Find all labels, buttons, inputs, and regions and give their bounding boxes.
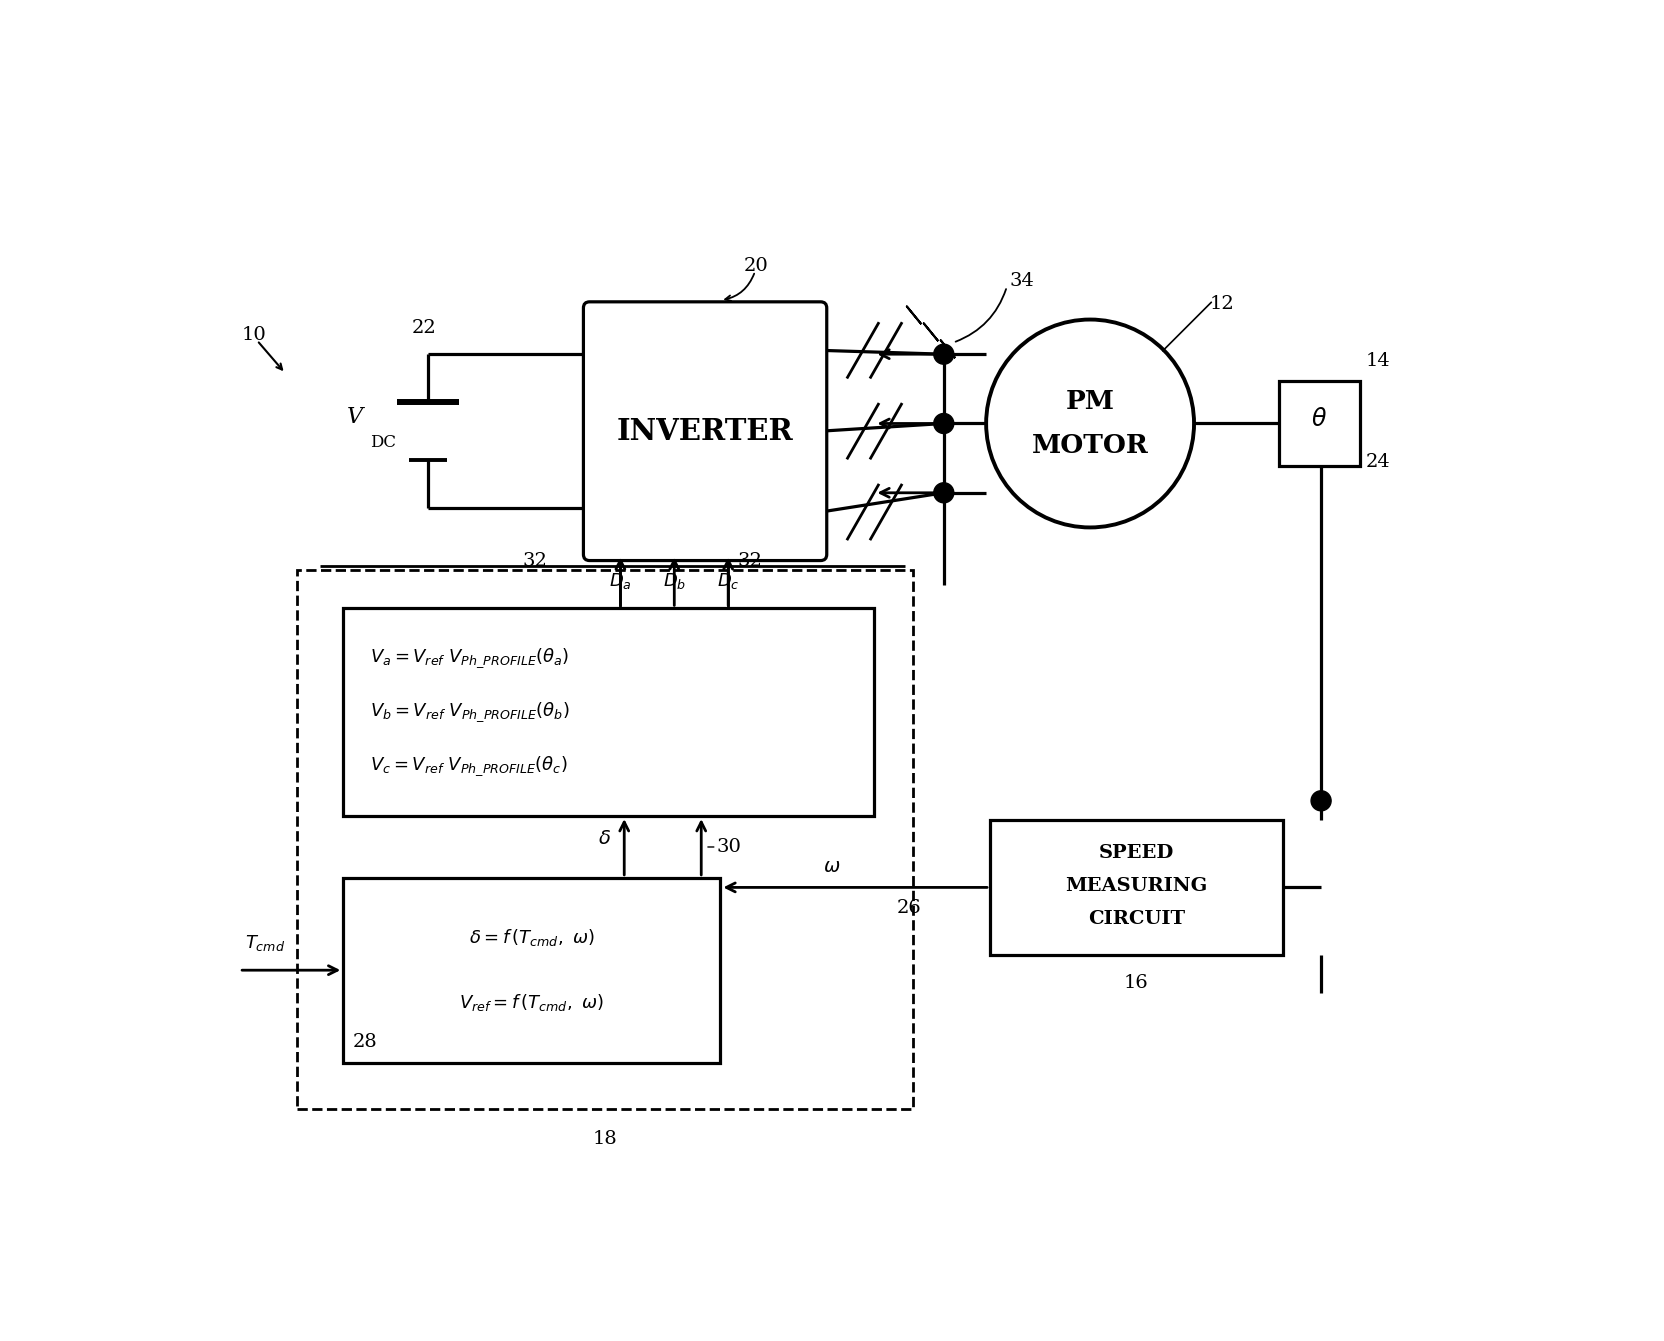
Text: 30: 30 [716,838,740,856]
Text: 14: 14 [1364,351,1389,370]
Bar [296,570,912,1109]
Text: $V_a=V_{ref}\ V_{Ph\_PROFILE}(\theta_a)$: $V_a=V_{ref}\ V_{Ph\_PROFILE}(\theta_a)$ [369,646,569,670]
Text: 28: 28 [353,1033,378,1051]
Bar [343,878,721,1062]
Text: 16: 16 [1123,974,1148,992]
Text: INVERTER: INVERTER [616,417,794,445]
Bar [343,609,874,817]
Text: 12: 12 [1208,295,1233,314]
Text: 34: 34 [1008,272,1033,290]
Circle shape [934,345,953,365]
Text: SPEED: SPEED [1098,843,1173,862]
Text: 18: 18 [592,1130,617,1148]
Text: DC: DC [369,434,396,451]
Text: 26: 26 [897,898,920,917]
Circle shape [934,413,953,433]
Text: 10: 10 [241,326,266,343]
Bar [1278,381,1359,465]
Text: 32: 32 [522,551,547,570]
Text: 32: 32 [737,551,762,570]
Text: $\delta$: $\delta$ [597,830,611,849]
FancyBboxPatch shape [582,302,827,561]
Text: V: V [346,406,363,428]
Text: $V_b=V_{ref}\ V_{Ph\_PROFILE}(\theta_b)$: $V_b=V_{ref}\ V_{Ph\_PROFILE}(\theta_b)$ [369,700,569,724]
Circle shape [934,483,953,503]
Text: MEASURING: MEASURING [1065,877,1206,894]
Text: $D_c$: $D_c$ [717,571,739,591]
Text: $\theta$: $\theta$ [1310,408,1326,432]
Text: 24: 24 [1364,453,1389,471]
Text: $V_c=V_{ref}\ V_{Ph\_PROFILE}(\theta_c)$: $V_c=V_{ref}\ V_{Ph\_PROFILE}(\theta_c)$ [369,755,567,778]
Text: $T_{cmd}$: $T_{cmd}$ [245,933,285,953]
Text: $D_b$: $D_b$ [662,571,686,591]
Text: 22: 22 [411,319,436,337]
Text: MOTOR: MOTOR [1032,433,1148,457]
Bar [990,821,1281,955]
Text: CIRCUIT: CIRCUIT [1087,911,1185,928]
Text: $V_{ref} = f\,(T_{cmd},\ \omega)$: $V_{ref} = f\,(T_{cmd},\ \omega)$ [459,992,604,1012]
Text: 20: 20 [744,256,767,275]
Text: $D_a$: $D_a$ [609,571,631,591]
Text: $\omega$: $\omega$ [824,858,840,876]
Text: $\delta = f\,(T_{cmd},\ \omega)$: $\delta = f\,(T_{cmd},\ \omega)$ [469,928,594,948]
Circle shape [1310,791,1330,811]
Text: PM: PM [1065,389,1113,414]
